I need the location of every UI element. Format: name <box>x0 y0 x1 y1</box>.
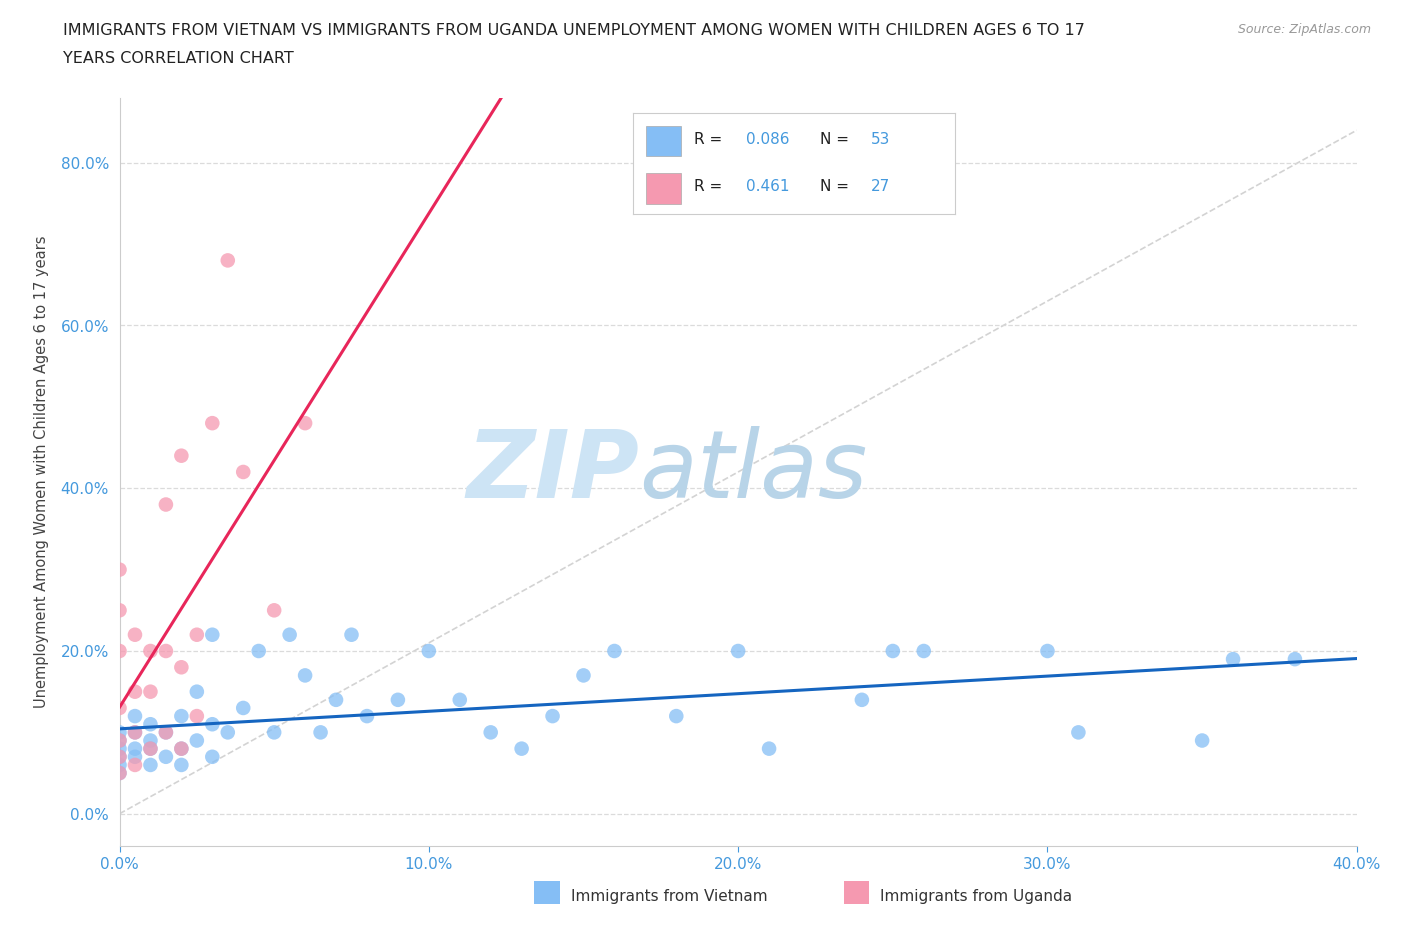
Point <box>387 692 409 708</box>
Point <box>232 700 254 715</box>
Point <box>170 757 193 772</box>
Point <box>603 644 626 658</box>
Text: Immigrants from Uganda: Immigrants from Uganda <box>880 889 1073 904</box>
Point <box>232 465 254 480</box>
Point <box>155 725 177 740</box>
Point <box>294 416 316 431</box>
Point <box>155 750 177 764</box>
Point <box>108 733 131 748</box>
Text: YEARS CORRELATION CHART: YEARS CORRELATION CHART <box>63 51 294 66</box>
Text: ZIP: ZIP <box>467 426 640 518</box>
Point <box>278 628 301 643</box>
Point <box>139 741 162 756</box>
Point <box>108 741 131 756</box>
Point <box>170 660 193 675</box>
Point <box>186 709 208 724</box>
Point <box>124 725 146 740</box>
Point <box>882 644 904 658</box>
Point <box>170 709 193 724</box>
Point <box>201 416 224 431</box>
Point <box>139 684 162 699</box>
Point <box>479 725 502 740</box>
Point <box>665 709 688 724</box>
Point <box>572 668 595 683</box>
Point <box>263 725 285 740</box>
Point <box>155 497 177 512</box>
Point <box>139 717 162 732</box>
Point <box>340 628 363 643</box>
Text: Immigrants from Vietnam: Immigrants from Vietnam <box>571 889 768 904</box>
Point <box>108 757 131 772</box>
Point <box>356 709 378 724</box>
Point <box>108 603 131 618</box>
Point <box>108 750 131 764</box>
Point <box>139 757 162 772</box>
Point <box>108 733 131 748</box>
Point <box>108 700 131 715</box>
Text: IMMIGRANTS FROM VIETNAM VS IMMIGRANTS FROM UGANDA UNEMPLOYMENT AMONG WOMEN WITH : IMMIGRANTS FROM VIETNAM VS IMMIGRANTS FR… <box>63 23 1085 38</box>
Point <box>201 717 224 732</box>
Point <box>727 644 749 658</box>
Point <box>325 692 347 708</box>
Point <box>1284 652 1306 667</box>
Point <box>263 603 285 618</box>
Point <box>201 750 224 764</box>
Point <box>108 765 131 780</box>
Point <box>155 644 177 658</box>
Point <box>1036 644 1059 658</box>
Point <box>108 765 131 780</box>
Point <box>170 448 193 463</box>
Point <box>217 253 239 268</box>
Text: atlas: atlas <box>640 427 868 517</box>
Point <box>851 692 873 708</box>
Point <box>541 709 564 724</box>
Point <box>108 644 131 658</box>
Point <box>186 628 208 643</box>
Point <box>124 750 146 764</box>
Point <box>170 741 193 756</box>
Point <box>108 562 131 577</box>
Point <box>510 741 533 756</box>
Point <box>124 628 146 643</box>
Point <box>309 725 332 740</box>
Text: Source: ZipAtlas.com: Source: ZipAtlas.com <box>1237 23 1371 36</box>
Point <box>449 692 471 708</box>
Point <box>294 668 316 683</box>
Point <box>217 725 239 740</box>
Point <box>186 684 208 699</box>
Point <box>418 644 440 658</box>
Point <box>1067 725 1090 740</box>
Point <box>108 725 131 740</box>
Point <box>124 684 146 699</box>
Point <box>124 757 146 772</box>
Point <box>186 733 208 748</box>
Point <box>1222 652 1244 667</box>
Point <box>201 628 224 643</box>
Point <box>758 741 780 756</box>
Point <box>155 725 177 740</box>
Point <box>124 741 146 756</box>
Point <box>247 644 270 658</box>
Point <box>1191 733 1213 748</box>
Point <box>124 709 146 724</box>
Point <box>912 644 935 658</box>
Point <box>139 644 162 658</box>
Point <box>170 741 193 756</box>
Y-axis label: Unemployment Among Women with Children Ages 6 to 17 years: Unemployment Among Women with Children A… <box>35 235 49 709</box>
Point <box>108 750 131 764</box>
Point <box>124 725 146 740</box>
Point <box>139 733 162 748</box>
Point <box>139 741 162 756</box>
